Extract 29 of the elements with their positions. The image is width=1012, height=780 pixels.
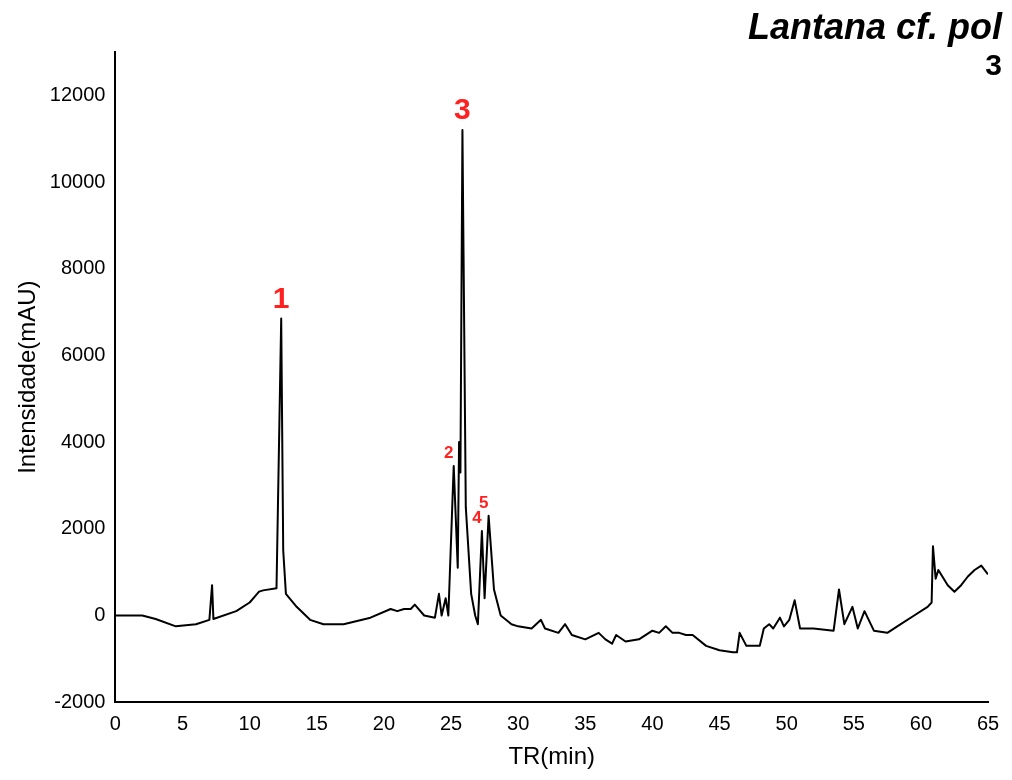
x-tick-label: 20 <box>372 711 396 734</box>
y-tick-label: 10000 <box>49 169 106 192</box>
x-tick-label: 5 <box>176 711 189 734</box>
x-tick-label: 25 <box>439 711 463 734</box>
y-tick-label: 6000 <box>60 342 106 365</box>
y-tick-label: 4000 <box>60 429 106 452</box>
x-tick-label: 55 <box>842 711 865 734</box>
x-tick-label: 60 <box>909 711 932 734</box>
x-tick-label: 45 <box>708 711 731 734</box>
y-axis-title: Intensidade(mAU) <box>13 280 41 474</box>
x-tick-label: 40 <box>641 711 664 734</box>
y-tick-label: 12000 <box>49 82 106 105</box>
x-tick-label: 30 <box>507 711 530 734</box>
annotation: 3 <box>454 92 471 126</box>
x-tick-label: 50 <box>775 711 798 734</box>
x-tick-label: 0 <box>109 711 121 734</box>
x-tick-label: 65 <box>976 711 1000 734</box>
y-tick-label: 0 <box>94 603 106 626</box>
annotation: 1 <box>272 280 290 314</box>
x-tick-label: 15 <box>305 711 328 734</box>
x-tick-label: 35 <box>574 711 597 734</box>
x-tick-label: 10 <box>238 711 261 734</box>
y-tick-label: 2000 <box>60 516 106 539</box>
y-tick-label: 8000 <box>60 256 106 279</box>
chart-subtitle: 3 <box>985 48 1002 82</box>
y-tick-label: -2000 <box>54 689 106 712</box>
annotation: 2 <box>443 443 454 463</box>
x-axis-title: TR(min) <box>508 742 596 770</box>
chart-title: Lantana cf. pol <box>747 6 1002 48</box>
